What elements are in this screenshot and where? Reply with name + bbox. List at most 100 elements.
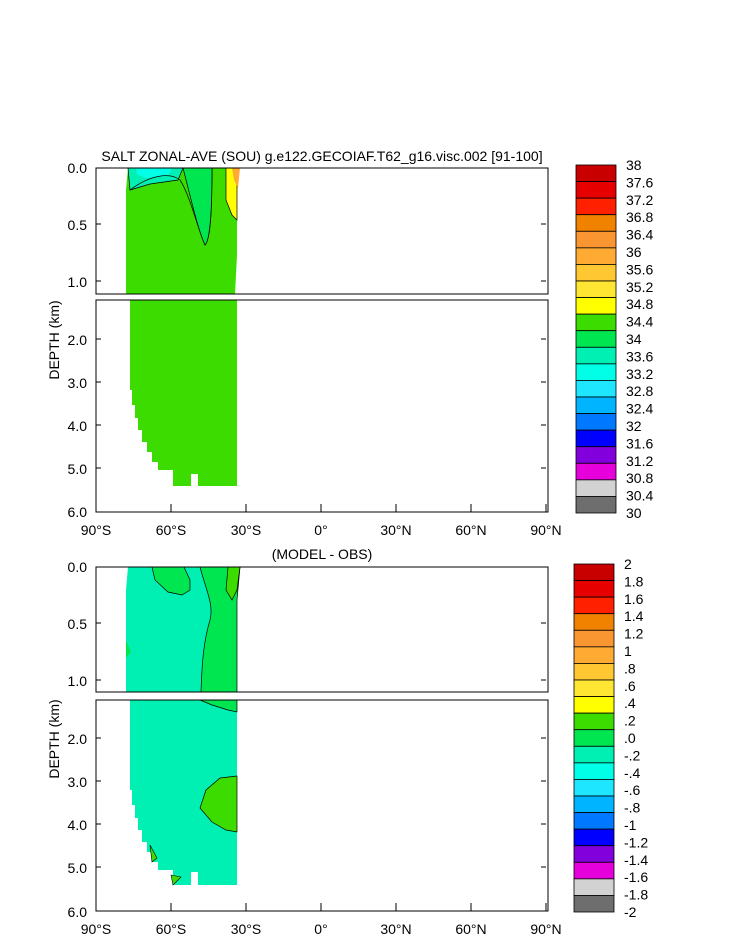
colorbar-label: 36 <box>626 244 642 260</box>
colorbar-label: 30.8 <box>626 470 653 486</box>
colorbar-swatch <box>573 712 615 731</box>
colorbar-label: 1.4 <box>624 608 644 624</box>
y-tick-label: 6.0 <box>68 504 88 520</box>
colorbar-swatch <box>575 479 617 497</box>
colorbar-label: 2 <box>624 556 632 572</box>
colorbar-label: 35.2 <box>626 279 653 295</box>
colorbar-swatch <box>573 663 615 681</box>
colorbar-label: .2 <box>624 713 636 729</box>
colorbar-label: -1.4 <box>624 852 648 868</box>
colorbar-swatch <box>575 230 617 249</box>
field-region-lense <box>182 167 213 246</box>
y-tick-label: 5.0 <box>68 860 88 876</box>
colorbar-swatch <box>575 313 617 332</box>
colorbar-label: 33.2 <box>626 366 653 382</box>
colorbar-swatch <box>575 363 617 381</box>
colorbar-swatch <box>575 214 617 232</box>
colorbar-label: -2 <box>624 904 637 920</box>
colorbar-swatch <box>575 264 617 282</box>
colorbar-label: 36.8 <box>626 209 653 225</box>
colorbar-swatch <box>575 330 617 348</box>
colorbar-label: 1 <box>624 643 632 659</box>
colorbar-swatch <box>573 596 615 615</box>
x-tick-label: 60°S <box>156 522 187 538</box>
colorbar-swatch <box>575 181 617 199</box>
colorbar-swatch <box>573 828 615 847</box>
colorbar-swatch <box>573 613 615 631</box>
colorbar-label: 31.2 <box>626 453 653 469</box>
colorbar-label: .4 <box>624 695 636 711</box>
colorbar-swatch <box>573 878 615 896</box>
colorbar-label: 1.6 <box>624 591 644 607</box>
colorbar-label: 32.4 <box>626 401 653 417</box>
colorbar-label: 34.4 <box>626 314 653 330</box>
field-region-base <box>130 700 237 885</box>
colorbar-swatch <box>573 580 615 598</box>
y-tick-label: 0.5 <box>68 217 88 233</box>
colorbar-swatch <box>573 646 615 664</box>
x-tick-label: 30°S <box>231 522 262 538</box>
colorbar-label: 32.8 <box>626 383 653 399</box>
colorbar-label: -.6 <box>624 782 641 798</box>
plot-frame-lower <box>95 699 549 912</box>
field-region-edge <box>126 640 131 658</box>
colorbar-label: 37.6 <box>626 174 653 190</box>
chart-title: SALT ZONAL-AVE (SOU) g.e122.GECOIAF.T62_… <box>101 148 542 164</box>
colorbar: 3837.637.236.836.43635.635.234.834.43433… <box>575 157 653 521</box>
colorbar-swatch <box>575 413 617 431</box>
colorbar-swatch <box>573 861 615 880</box>
colorbar-swatch <box>575 496 617 514</box>
colorbar-swatch <box>575 297 617 315</box>
field-lower <box>130 699 238 886</box>
colorbar-label: -1.2 <box>624 834 648 850</box>
y-tick-label: 0.0 <box>68 559 88 575</box>
colorbar-label: -.8 <box>624 800 641 816</box>
colorbar-swatch <box>575 396 617 414</box>
x-tick-label: 0° <box>314 522 327 538</box>
colorbar-swatch <box>575 197 617 216</box>
chart-title: (MODEL - OBS) <box>272 546 373 562</box>
panel-diff: (MODEL - OBS) 0.0 0.5 1.0 2.0 3.0 4.0 <box>46 546 648 937</box>
plot-frame-upper <box>95 167 549 295</box>
field-region-highest <box>232 168 240 188</box>
colorbar-label: 33.6 <box>626 348 653 364</box>
colorbar-label: -1.6 <box>624 869 648 885</box>
colorbar-label: 38 <box>626 157 642 173</box>
colorbar-label: 34.8 <box>626 296 653 312</box>
colorbar-label: 1.2 <box>624 626 644 642</box>
colorbar-swatch <box>575 346 617 365</box>
x-axis: 90°S 60°S 30°S 0° 30°N 60°N 90°N <box>81 903 562 937</box>
y-axis: 0.0 0.5 1.0 2.0 3.0 4.0 5.0 6.0 <box>68 160 546 520</box>
y-axis-label: DEPTH (km) <box>46 300 62 379</box>
x-tick-label: 90°S <box>81 921 112 937</box>
colorbar-swatch <box>573 696 615 714</box>
y-tick-label: 1.0 <box>68 673 88 689</box>
colorbar-swatch <box>575 462 617 481</box>
colorbar-swatch <box>575 429 617 448</box>
x-tick-label: 90°N <box>530 522 561 538</box>
colorbar-label: 1.8 <box>624 573 644 589</box>
x-tick-label: 60°N <box>455 522 486 538</box>
colorbar-swatch <box>575 164 617 182</box>
colorbar-label: -.2 <box>624 747 641 763</box>
colorbar-swatch <box>573 762 615 780</box>
colorbar-label: -.4 <box>624 765 641 781</box>
y-tick-label: 5.0 <box>68 461 88 477</box>
colorbar: 21.81.61.41.21.8.6.4.2.0-.2-.4-.6-.8-1-1… <box>573 556 648 920</box>
colorbar-label: 30 <box>626 505 642 521</box>
field-region-positive <box>199 775 238 833</box>
colorbar-swatch <box>573 629 615 648</box>
colorbar-label: 31.6 <box>626 435 653 451</box>
colorbar-swatch <box>575 247 617 265</box>
colorbar-label: -1.8 <box>624 887 648 903</box>
colorbar-label: .8 <box>624 660 636 676</box>
colorbar-swatch <box>573 812 615 830</box>
x-tick-label: 30°S <box>231 921 262 937</box>
colorbar-label: .6 <box>624 678 636 694</box>
field-region-edge <box>149 844 182 886</box>
y-tick-label: 4.0 <box>68 817 88 833</box>
field-region-base <box>126 168 237 294</box>
y-tick-label: 0.0 <box>68 160 88 176</box>
colorbar-swatch <box>573 845 615 863</box>
